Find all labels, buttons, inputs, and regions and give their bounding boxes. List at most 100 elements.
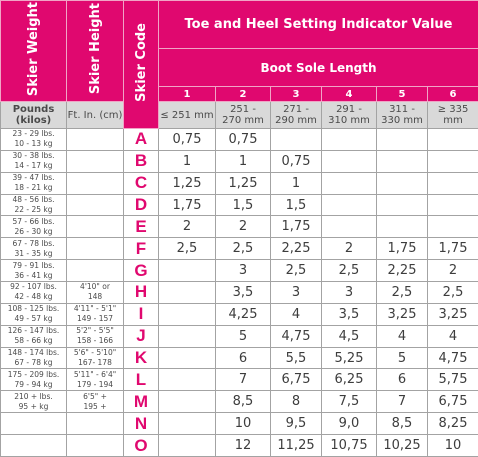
skier-weight-cell: 92 - 107 lbs. 42 - 48 kg xyxy=(0,281,67,304)
setting-value-cell xyxy=(321,149,377,173)
skier-weight-line: 67 - 78 kg xyxy=(14,358,53,368)
skier-weight-line: 42 - 48 kg xyxy=(14,292,53,302)
boot-sole-length-header: Boot Sole Length xyxy=(157,48,478,87)
setting-value-cell: 2,25 xyxy=(376,259,428,283)
skier-code-cell: D xyxy=(123,193,159,217)
skier-weight-cell: 23 - 29 lbs. 10 - 13 kg xyxy=(0,128,67,151)
skier-weight-cell: 175 - 209 lbs. 79 - 94 kg xyxy=(0,368,67,392)
setting-value-cell xyxy=(158,302,216,326)
sole-length-line: ≥ 335 mm xyxy=(437,104,469,126)
skier-code-cell: M xyxy=(123,390,159,414)
setting-value-cell: 1,75 xyxy=(270,215,322,239)
setting-value-cell: 0,75 xyxy=(215,128,271,151)
column-number-3: 3 xyxy=(270,86,322,102)
skier-height-line: 5'2" - 5'5" xyxy=(76,326,114,336)
table-row: 210 + lbs. 95 + kg 6'5" +195 + M 8,5 8 7,5 7 6,7… xyxy=(0,390,478,414)
sole-length-line: 271 - xyxy=(283,104,309,115)
setting-value-cell: 5,5 xyxy=(270,346,322,370)
column-number-1: 1 xyxy=(158,86,216,102)
setting-value-cell: 3 xyxy=(215,259,271,283)
skier-height-cell xyxy=(66,149,124,173)
skier-height-cell xyxy=(66,237,124,261)
sole-length-5: 311 -330 mm xyxy=(376,101,428,129)
skier-code-cell: K xyxy=(123,346,159,370)
table-row: 126 - 147 lbs. 58 - 66 kg 5'2" - 5'5" 158 -… xyxy=(0,324,478,348)
skier-weight-cell: 67 - 78 lbs. 31 - 35 kg xyxy=(0,237,67,261)
sole-length-line: 251 - xyxy=(230,104,256,115)
skier-weight-cell: 79 - 91 lbs. 36 - 41 kg xyxy=(0,259,67,283)
skier-code-cell: C xyxy=(123,171,159,195)
setting-value-cell xyxy=(270,128,322,151)
setting-value-cell: 6,75 xyxy=(426,390,478,414)
setting-value-cell: 1 xyxy=(270,171,322,195)
setting-value-cell: 7 xyxy=(215,368,271,392)
skier-height-line: 6'5" + xyxy=(83,391,107,401)
setting-value-cell: 7,5 xyxy=(321,390,377,414)
setting-value-cell xyxy=(158,412,216,436)
setting-value-cell xyxy=(158,324,216,348)
skier-height-cell xyxy=(66,434,124,457)
table-row: 39 - 47 lbs. 18 - 21 kg C 1,25 1,25 1 xyxy=(0,171,478,195)
setting-value-cell: 10,25 xyxy=(376,434,428,457)
skier-weight-header: Skier Weight xyxy=(0,0,67,102)
setting-value-cell: 2 xyxy=(426,259,478,283)
setting-value-cell: 7 xyxy=(376,390,428,414)
table-row: 67 - 78 lbs. 31 - 35 kg F 2,5 2,5 2,25 2 1,75 1,… xyxy=(0,237,478,261)
sole-length-line: 291 - xyxy=(336,104,362,115)
setting-value-cell: 1,75 xyxy=(376,237,428,261)
table-row: 108 - 125 lbs. 49 - 57 kg 4'11" - 5'1" 149 … xyxy=(0,302,478,326)
skier-weight-line: 67 - 78 lbs. xyxy=(12,238,55,248)
column-number-2: 2 xyxy=(215,86,271,102)
setting-value-cell: 3 xyxy=(270,281,322,304)
skier-weight-line: 39 - 47 lbs. xyxy=(12,173,55,183)
setting-value-cell xyxy=(158,346,216,370)
setting-value-cell: 4,5 xyxy=(321,324,377,348)
skier-weight-cell: 57 - 66 lbs. 26 - 30 kg xyxy=(0,215,67,239)
skier-code-cell: L xyxy=(123,368,159,392)
sole-length-1: ≤ 251 mm xyxy=(158,101,216,129)
skier-code-cell: O xyxy=(123,434,159,457)
skier-weight-line: 30 - 38 lbs. xyxy=(12,151,55,161)
setting-value-cell: 3,5 xyxy=(321,302,377,326)
setting-value-cell: 11,25 xyxy=(270,434,322,457)
setting-value-cell: 3,25 xyxy=(376,302,428,326)
setting-value-cell: 2,5 xyxy=(215,237,271,261)
column-number-4: 4 xyxy=(321,86,377,102)
setting-value-cell: 12 xyxy=(215,434,271,457)
setting-value-cell: 6 xyxy=(376,368,428,392)
skier-height-line: 4'10" or xyxy=(80,282,110,292)
skier-weight-cell: 30 - 38 lbs. 14 - 17 kg xyxy=(0,149,67,173)
skier-height-cell xyxy=(66,215,124,239)
setting-value-cell xyxy=(376,215,428,239)
setting-value-cell: 1 xyxy=(158,149,216,173)
skier-weight-line: 18 - 21 kg xyxy=(14,183,53,193)
setting-value-cell: 3 xyxy=(321,281,377,304)
column-number-6: 6 xyxy=(426,86,478,102)
setting-value-cell: 0,75 xyxy=(270,149,322,173)
setting-value-cell xyxy=(158,368,216,392)
setting-value-cell: 4,75 xyxy=(270,324,322,348)
skier-height-line: 5'11" - 6'4" xyxy=(73,369,117,379)
setting-value-cell: 6 xyxy=(215,346,271,370)
setting-value-cell xyxy=(321,193,377,217)
setting-value-cell xyxy=(426,193,478,217)
setting-value-cell: 6,75 xyxy=(270,368,322,392)
skier-weight-line: 79 - 94 kg xyxy=(14,379,53,389)
sole-length-2: 251 -270 mm xyxy=(215,101,271,129)
skier-weight-line: 148 - 174 lbs. xyxy=(7,348,60,358)
setting-value-cell xyxy=(376,149,428,173)
setting-value-cell: 4 xyxy=(426,324,478,348)
setting-value-cell: 5 xyxy=(376,346,428,370)
skier-height-line: 4'11" - 5'1" xyxy=(73,304,117,314)
skier-weight-cell: 126 - 147 lbs. 58 - 66 kg xyxy=(0,324,67,348)
sole-length-line: 310 mm xyxy=(328,115,370,126)
skier-code-cell: N xyxy=(123,412,159,436)
table-row: O 12 11,25 10,75 10,25 10 xyxy=(0,434,478,457)
setting-value-cell xyxy=(426,215,478,239)
setting-value-cell: 8,5 xyxy=(376,412,428,436)
setting-value-cell: 4,75 xyxy=(426,346,478,370)
ft-in-cm-label: Ft. In. (cm) xyxy=(66,101,124,129)
setting-value-cell: 2,5 xyxy=(158,237,216,261)
